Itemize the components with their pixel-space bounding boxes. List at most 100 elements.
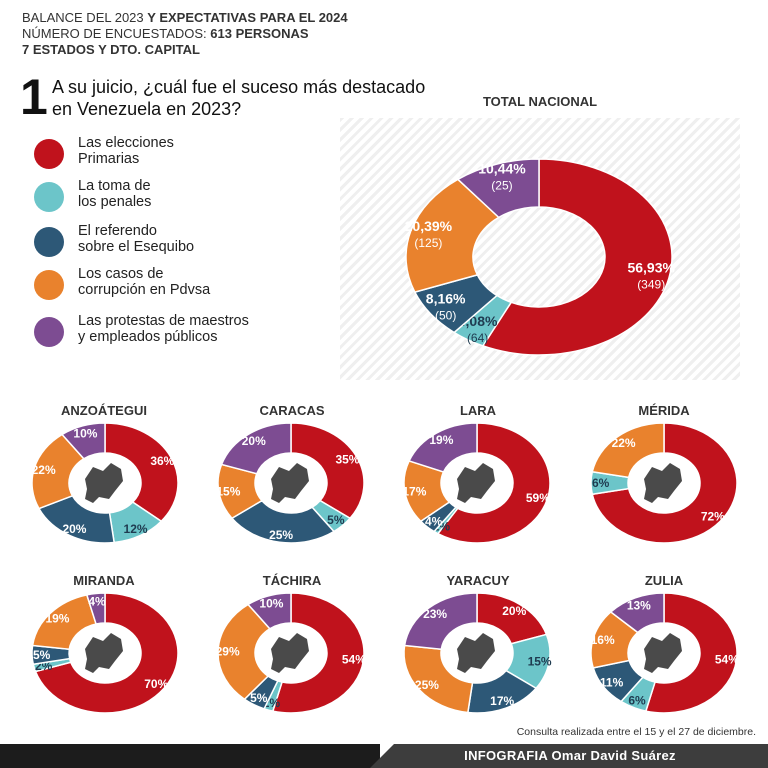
value-label-miranda-protestas: 4% <box>88 594 106 608</box>
value-label-lara-esequibo: 4% <box>425 514 443 528</box>
donut-chart-zulia: 54% 6% 11% 16% 13% <box>590 592 739 714</box>
legend-label-primarias: Las elecciones Primarias <box>78 135 174 167</box>
chart-title-nacional: TOTAL NACIONAL <box>482 94 598 109</box>
slice-yaracuy-pdvsa <box>403 644 474 714</box>
legend-item-pdvsa: Los casos de corrupción en Pdvsa <box>34 266 334 302</box>
slice-tachira-primarias <box>271 592 365 714</box>
value-label-miranda-primarias: 70% <box>144 677 168 691</box>
slice-merida-primarias <box>591 422 738 544</box>
header-line2-a: NÚMERO DE ENCUESTADOS: <box>22 26 211 41</box>
slice-anzoategui-primarias <box>104 422 179 523</box>
slice-zulia-protestas <box>609 592 665 634</box>
value-label-yaracuy-primarias: 20% <box>502 604 526 618</box>
donut-chart-tachira: 54%2%5%29%10% <box>216 592 366 714</box>
question-number: 1 <box>20 69 48 125</box>
value-label-caracas-penales: 5% <box>327 513 345 527</box>
value-label-yaracuy-esequibo: 17% <box>490 694 514 708</box>
value-label-anzoategui-pdvsa: 22% <box>32 463 56 477</box>
value-label-miranda-pdvsa: 19% <box>45 612 69 626</box>
state-map-icon-yaracuy <box>457 633 495 673</box>
slice-nacional-pdvsa <box>405 178 500 293</box>
chart-title-anzoategui: ANZOÁTEGUI <box>61 403 147 418</box>
value-label-anzoategui-esequibo: 20% <box>62 522 86 536</box>
value-label-zulia-primarias: 54% <box>715 653 739 667</box>
slice-nacional-primarias <box>481 158 673 356</box>
header: BALANCE DEL 2023 Y EXPECTATIVAS PARA EL … <box>22 10 542 58</box>
value-label-caracas-primarias: 35% <box>335 453 359 467</box>
donut-chart-anzoategui: 36% 12% 20% 22% 10% <box>31 422 179 544</box>
value-label-zulia-esequibo: 11% <box>600 676 624 690</box>
chart-title-miranda: MIRANDA <box>73 573 135 588</box>
value-label-lara-protestas: 19% <box>429 433 453 447</box>
donut-chart-nacional: 56,93%(349)4,08%(64)8,16%(50)20,39%(125)… <box>405 158 675 356</box>
state-map-icon-tachira <box>271 633 309 673</box>
legend-swatch-pdvsa <box>34 270 64 300</box>
header-line1-a: BALANCE DEL 2023 <box>22 10 148 25</box>
value-label-anzoategui-primarias: 36% <box>150 454 174 468</box>
slice-anzoategui-pdvsa <box>31 433 86 510</box>
value-label-yaracuy-protestas: 23% <box>423 607 447 621</box>
value-label-yaracuy-pdvsa: 25% <box>415 678 439 692</box>
slice-caracas-primarias <box>290 422 365 520</box>
slice-miranda-primarias <box>34 592 179 714</box>
slice-caracas-esequibo <box>230 499 336 544</box>
slice-yaracuy-protestas <box>403 592 478 651</box>
slice-anzoategui-protestas <box>60 422 106 460</box>
footer-credit-bar <box>370 744 768 768</box>
header-line1-b: Y EXPECTATIVAS PARA EL 2024 <box>147 10 348 25</box>
legend-item-protestas: Las protestas de maestros y empleados pú… <box>34 313 334 349</box>
survey-note: Consulta realizada entre el 15 y el 27 d… <box>516 726 756 738</box>
donut-chart-merida: 72% 6% 22% <box>590 422 738 544</box>
slice-lara-protestas <box>408 422 478 473</box>
legend-swatch-esequibo <box>34 227 64 257</box>
legend-label-esequibo: El referendo sobre el Esequibo <box>78 223 195 255</box>
legend-item-penales: La toma de los penales <box>34 178 334 214</box>
value-label-tachira-protestas: 10% <box>259 597 283 611</box>
slice-lara-primarias <box>436 422 551 544</box>
legend-label-pdvsa: Los casos de corrupción en Pdvsa <box>78 266 211 298</box>
value-label-merida-pdvsa: 22% <box>612 436 636 450</box>
value-label-nacional-pdvsa: 20,39% <box>405 218 453 234</box>
value-label-yaracuy-penales: 15% <box>528 654 552 668</box>
legend-item-primarias: Las elecciones Primarias <box>34 135 334 171</box>
state-map-icon-anzoategui <box>85 463 123 503</box>
value-label-miranda-esequibo: 5% <box>33 648 51 662</box>
value-label-nacional-primarias: 56,93% <box>627 259 675 275</box>
header-line2-b: 613 PERSONAS <box>210 26 309 41</box>
slice-merida-pdvsa <box>591 422 665 479</box>
state-map-icon-miranda <box>85 633 123 673</box>
legend-label-penales: La toma de los penales <box>78 178 152 210</box>
value-label-lara-primarias: 59% <box>526 491 550 505</box>
count-label-nacional-esequibo: (50) <box>435 309 456 323</box>
value-label-caracas-protestas: 20% <box>242 434 266 448</box>
value-label-tachira-esequibo: 5% <box>250 691 268 705</box>
chart-title-tachira: TÁCHIRA <box>262 573 322 588</box>
chart-title-lara: LARA <box>459 403 497 418</box>
count-label-nacional-protestas: (25) <box>491 178 512 192</box>
chart-title-zulia: ZULIA <box>644 573 684 588</box>
value-label-caracas-pdvsa: 15% <box>216 484 240 498</box>
chart-title-caracas: CARACAS <box>259 403 325 418</box>
donut-chart-caracas: 35% 5% 25% 15% 20% <box>216 422 365 544</box>
slice-miranda-protestas <box>85 592 106 625</box>
value-label-zulia-pdvsa: 16% <box>591 633 615 647</box>
value-label-tachira-primarias: 54% <box>342 653 366 667</box>
credit-text: INFOGRAFIA Omar David Suárez <box>464 748 676 763</box>
value-label-tachira-pdvsa: 29% <box>216 645 240 659</box>
donut-chart-lara: 59%1%4%17%19% <box>402 422 551 544</box>
slice-nacional-protestas <box>456 158 540 219</box>
value-label-nacional-esequibo: 8,16% <box>426 291 466 307</box>
state-map-icon-lara <box>457 463 495 503</box>
value-label-nacional-protestas: 10,44% <box>478 160 526 176</box>
legend-item-esequibo: El referendo sobre el Esequibo <box>34 223 334 259</box>
count-label-nacional-pdvsa: (125) <box>414 236 442 250</box>
value-label-caracas-esequibo: 25% <box>269 528 293 542</box>
slice-zulia-primarias <box>644 592 738 714</box>
state-map-icon-caracas <box>271 463 309 503</box>
value-label-merida-penales: 6% <box>592 476 610 490</box>
legend-swatch-primarias <box>34 139 64 169</box>
chart-title-merida: MÉRIDA <box>638 403 690 418</box>
value-label-anzoategui-penales: 12% <box>124 522 148 536</box>
footer-bar <box>0 744 380 768</box>
chart-title-yaracuy: YARACUY <box>446 573 510 588</box>
